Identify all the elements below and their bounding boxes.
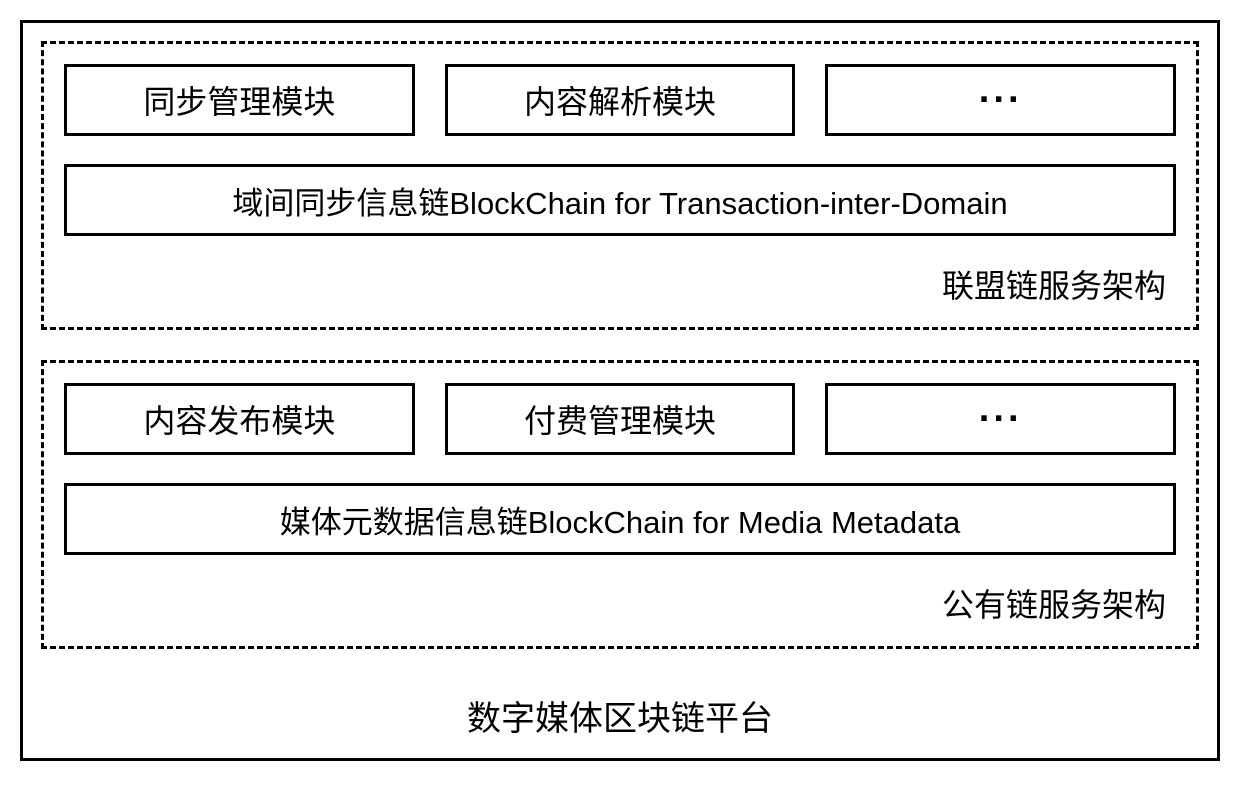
module-label: 同步管理模块 — [143, 77, 335, 123]
public-modules-row: 内容发布模块 付费管理模块 ··· — [64, 383, 1176, 455]
more-modules-consortium: ··· — [825, 64, 1176, 136]
more-modules-public: ··· — [825, 383, 1176, 455]
public-chain-label: 公有链服务架构 — [64, 575, 1176, 626]
module-label: 内容发布模块 — [143, 396, 335, 442]
diagram-outer-container: 同步管理模块 内容解析模块 ··· 域间同步信息链BlockChain for … — [20, 20, 1220, 761]
diagram-title: 数字媒体区块链平台 — [41, 679, 1199, 740]
sync-management-module: 同步管理模块 — [64, 64, 415, 136]
chain-label: 域间同步信息链BlockChain for Transaction-inter-… — [232, 178, 1007, 223]
consortium-chain-section: 同步管理模块 内容解析模块 ··· 域间同步信息链BlockChain for … — [41, 41, 1199, 330]
chain-label: 媒体元数据信息链BlockChain for Media Metadata — [280, 497, 961, 542]
content-publish-module: 内容发布模块 — [64, 383, 415, 455]
ellipsis-icon: ··· — [979, 79, 1023, 122]
content-parsing-module: 内容解析模块 — [445, 64, 796, 136]
media-metadata-chain: 媒体元数据信息链BlockChain for Media Metadata — [64, 483, 1176, 555]
payment-management-module: 付费管理模块 — [445, 383, 796, 455]
public-chain-section: 内容发布模块 付费管理模块 ··· 媒体元数据信息链BlockChain for… — [41, 360, 1199, 649]
inter-domain-sync-chain: 域间同步信息链BlockChain for Transaction-inter-… — [64, 164, 1176, 236]
consortium-chain-label: 联盟链服务架构 — [64, 256, 1176, 307]
consortium-modules-row: 同步管理模块 内容解析模块 ··· — [64, 64, 1176, 136]
module-label: 内容解析模块 — [524, 77, 716, 123]
module-label: 付费管理模块 — [524, 396, 716, 442]
ellipsis-icon: ··· — [979, 398, 1023, 441]
